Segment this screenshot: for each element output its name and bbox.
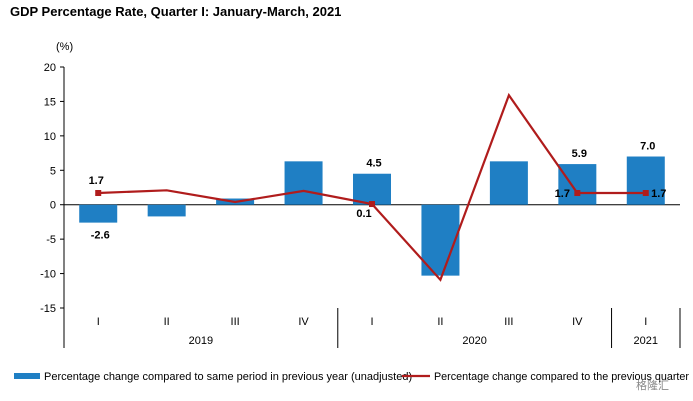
- y-axis-label: (%): [56, 41, 73, 53]
- bar-5: [421, 204, 460, 276]
- y-tick-label: 20: [44, 62, 56, 74]
- watermark-text: 格隆汇: [636, 378, 669, 392]
- bar-1: [147, 204, 186, 217]
- x-tick-label: I: [370, 316, 373, 328]
- y-tick-label: 5: [50, 165, 56, 177]
- chart-title: GDP Percentage Rate, Quarter I: January-…: [10, 4, 342, 19]
- y-tick-label: -10: [40, 269, 56, 281]
- data-label-3: 0.1: [356, 208, 371, 220]
- x-tick-label: I: [644, 316, 647, 328]
- y-tick-label: 0: [50, 200, 56, 212]
- x-tick-label: I: [97, 316, 100, 328]
- legend-swatch-bar: [14, 373, 40, 379]
- bar-6: [489, 161, 528, 205]
- legend-label-line: Percentage change compared to the previo…: [434, 371, 689, 383]
- bar-0: [79, 204, 118, 223]
- legend-label-bar: Percentage change compared to same perio…: [44, 371, 412, 383]
- line-point-4: [369, 201, 375, 208]
- bar-4: [353, 173, 391, 205]
- line-point-0: [95, 190, 102, 197]
- bar-7: [558, 164, 597, 205]
- x-tick-label: II: [437, 316, 443, 328]
- data-label-0: -2.6: [91, 230, 110, 242]
- data-label-4: 5.9: [572, 148, 587, 160]
- bar-3: [284, 161, 323, 205]
- y-tick-label: 10: [44, 131, 56, 143]
- x-tick-label: II: [164, 316, 170, 328]
- y-tick-label: -5: [46, 234, 56, 246]
- data-label-5: 1.7: [555, 188, 570, 200]
- y-tick-label: 15: [44, 96, 56, 108]
- data-label-1: 1.7: [89, 175, 104, 187]
- line-point-8: [642, 190, 649, 197]
- year-label: 2021: [634, 335, 658, 347]
- data-label-6: 7.0: [640, 141, 655, 153]
- y-tick-label: -15: [40, 303, 56, 315]
- x-tick-label: III: [504, 316, 513, 328]
- x-tick-label: IV: [572, 316, 583, 328]
- bar-8: [626, 156, 665, 205]
- year-label: 2020: [462, 335, 486, 347]
- line-point-7: [574, 190, 581, 197]
- data-label-7: 1.7: [651, 188, 666, 200]
- x-tick-label: IV: [298, 316, 309, 328]
- year-label: 2019: [189, 335, 213, 347]
- x-tick-label: III: [231, 316, 240, 328]
- data-label-2: 4.5: [366, 158, 381, 170]
